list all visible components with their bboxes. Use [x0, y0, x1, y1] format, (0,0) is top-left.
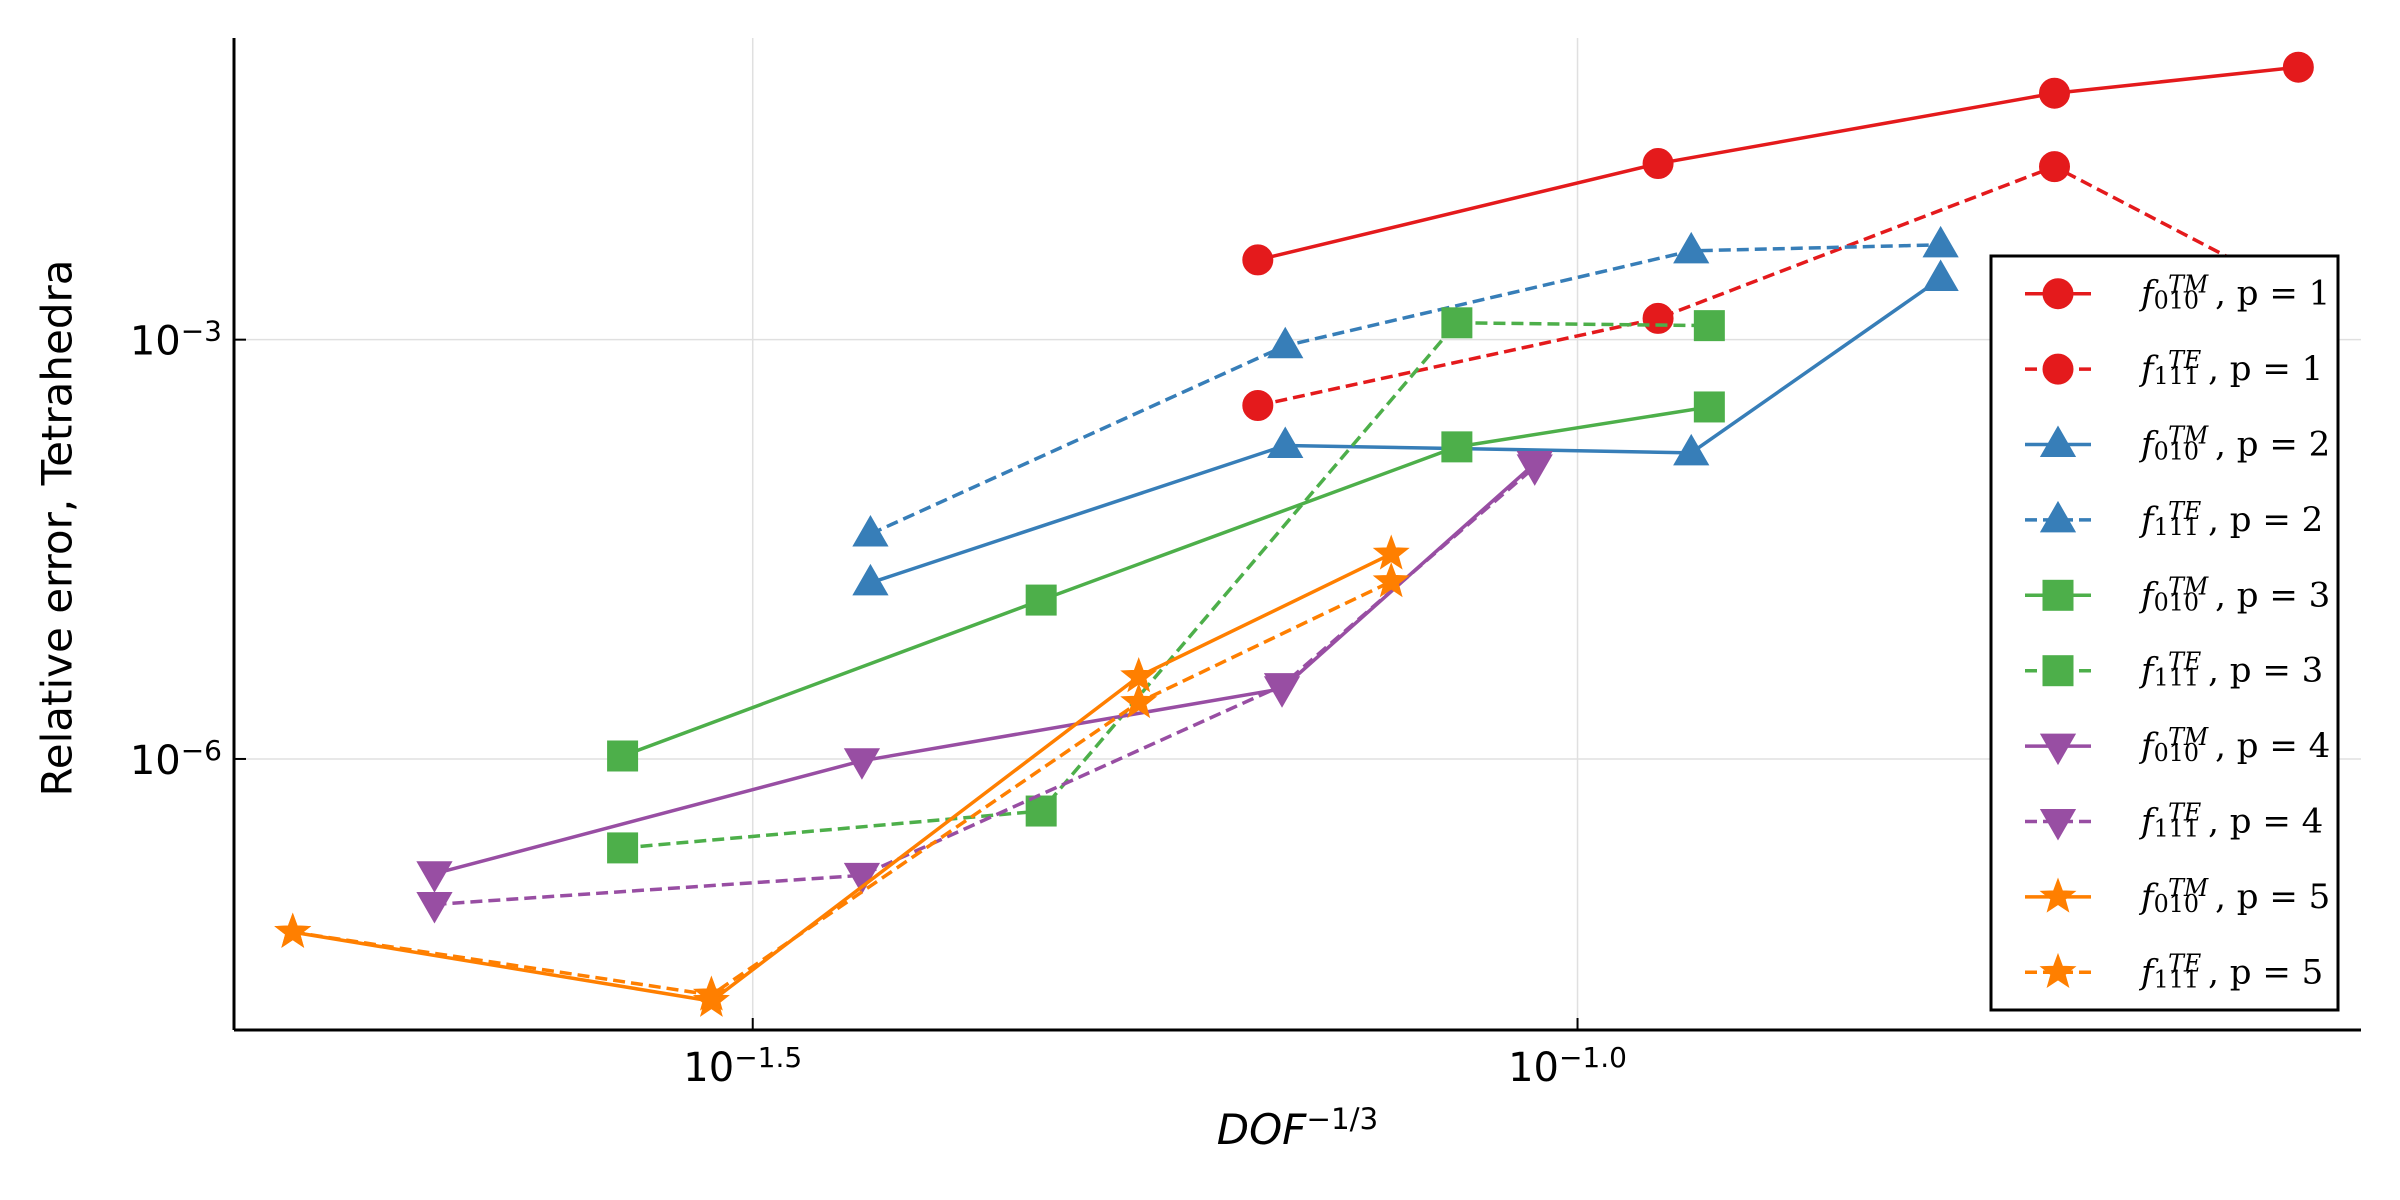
- marker: [1673, 433, 1710, 466]
- marker: [2039, 809, 2077, 841]
- marker: [852, 514, 889, 547]
- x-tick-label: 10−1.0: [1508, 1041, 1627, 1091]
- series-line: [869, 277, 1942, 585]
- marker: [2039, 151, 2071, 183]
- series-line: [292, 579, 1392, 997]
- marker: [1242, 244, 1274, 276]
- marker: [2042, 655, 2074, 687]
- legend-label: f010TM, p = 5: [2138, 874, 2330, 918]
- marker: [274, 912, 312, 948]
- legend-box: [1989, 254, 2340, 1012]
- marker: [1372, 534, 1410, 570]
- marker: [1242, 390, 1274, 422]
- marker: [1267, 326, 1304, 359]
- marker: [1642, 148, 1674, 180]
- marker: [416, 891, 453, 924]
- marker: [1922, 259, 1959, 291]
- marker: [843, 748, 881, 780]
- marker: [1025, 584, 1057, 616]
- legend-label: f111TE, p = 4: [2138, 798, 2323, 842]
- marker: [1693, 310, 1725, 342]
- y-axis-label: Relative error, Tetrahedra: [33, 259, 82, 796]
- marker: [1441, 307, 1473, 339]
- marker: [1922, 225, 1959, 258]
- legend-label: f010TM, p = 4: [2138, 723, 2330, 767]
- marker: [2042, 579, 2074, 611]
- series-line: [621, 405, 1710, 758]
- legend-label: f010TM, p = 1: [2138, 271, 2330, 315]
- legend-label: f111TE, p = 3: [2138, 648, 2323, 692]
- legend-label: f111TE, p = 2: [2138, 497, 2323, 541]
- plot-area: [274, 51, 2314, 1017]
- x-tick-label: 10−1.5: [683, 1041, 802, 1091]
- marker: [1642, 302, 1674, 334]
- marker: [2042, 353, 2074, 385]
- marker: [1372, 562, 1410, 598]
- marker: [1025, 795, 1057, 827]
- legend-label: f111TE, p = 5: [2138, 949, 2323, 993]
- series-line: [292, 552, 1392, 1003]
- marker: [2039, 952, 2077, 989]
- series-line: [434, 465, 1536, 907]
- marker: [607, 740, 639, 772]
- series-line: [1257, 164, 2300, 408]
- series-line: [869, 243, 1941, 536]
- series-line: [622, 321, 1710, 850]
- legend-label: f010TM, p = 3: [2138, 572, 2330, 616]
- marker: [1267, 426, 1304, 458]
- x-axis-label: DOF−1/3: [1217, 1102, 1379, 1154]
- series-line: [1257, 65, 2299, 262]
- marker: [2042, 278, 2074, 310]
- marker: [607, 832, 639, 864]
- marker: [1120, 682, 1158, 719]
- marker: [852, 563, 889, 596]
- marker: [2039, 733, 2077, 766]
- marker: [2282, 51, 2314, 83]
- marker: [2039, 877, 2077, 913]
- y-tick-label: 10−6: [130, 734, 222, 784]
- marker: [1693, 391, 1725, 423]
- marker: [1673, 231, 1710, 264]
- marker: [1516, 454, 1553, 486]
- y-tick-label: 10−3: [130, 314, 222, 364]
- marker: [416, 861, 453, 893]
- marker: [692, 975, 730, 1011]
- marker: [2039, 500, 2077, 533]
- marker: [2039, 425, 2077, 457]
- marker: [2039, 77, 2071, 109]
- legend-label: f010TM, p = 2: [2138, 421, 2330, 465]
- marker: [1441, 431, 1473, 463]
- marker: [1263, 673, 1301, 705]
